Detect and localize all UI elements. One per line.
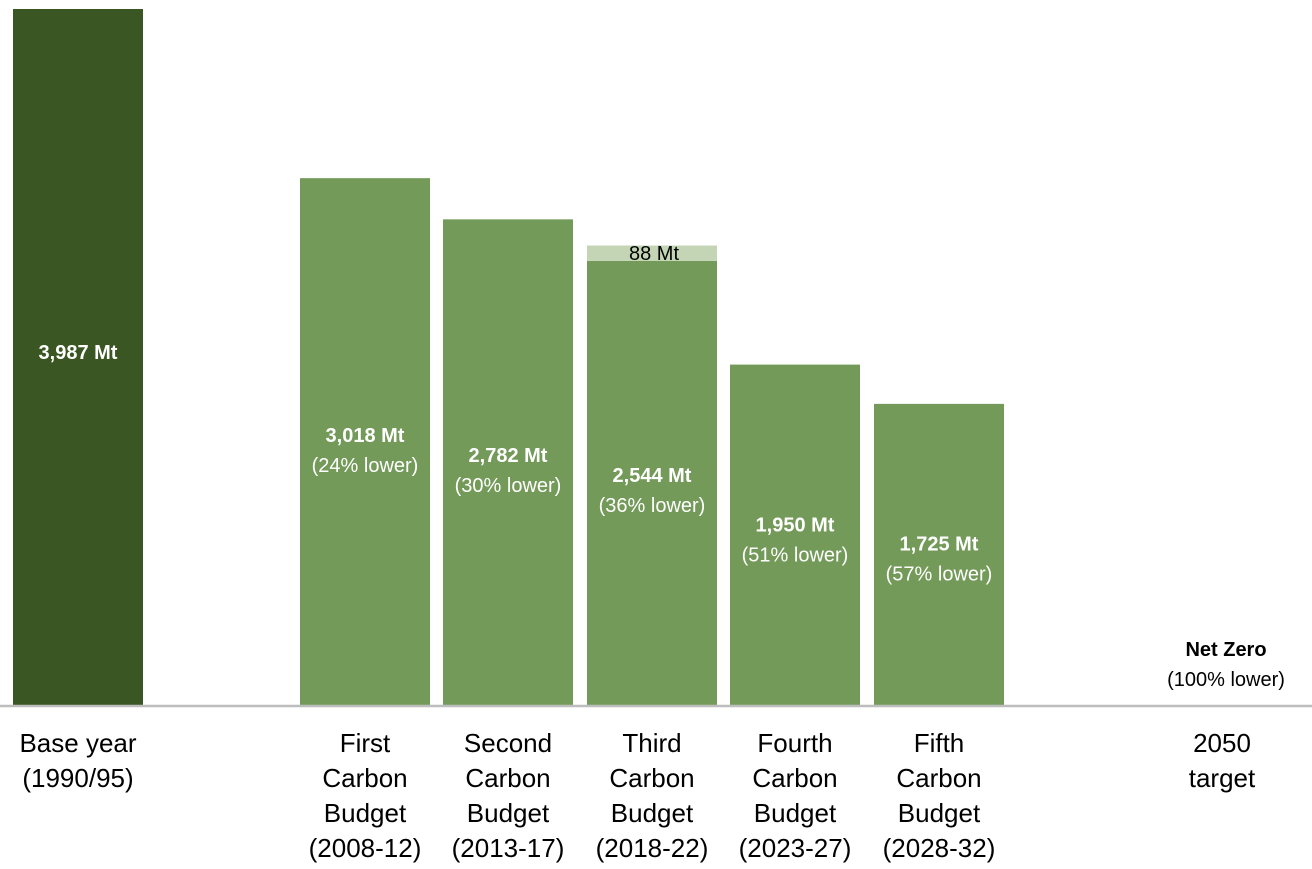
bar-value-label: 2,782 Mt [469, 445, 548, 467]
category-label-third-carbon-budget-2018-22: Third [622, 728, 681, 758]
bars-layer [13, 9, 1004, 706]
category-label-base-year-1990-95: Base year [19, 728, 136, 758]
category-label-second-carbon-budget-2013-17: Second [464, 728, 552, 758]
category-label-fifth-carbon-budget-2028-32: Carbon [896, 763, 981, 793]
category-label-third-carbon-budget-2018-22: Carbon [609, 763, 694, 793]
bar-change-label: (24% lower) [312, 455, 419, 477]
bar-second-carbon-budget-2013-17 [443, 219, 573, 706]
category-label-first-carbon-budget-2008-12: First [340, 728, 391, 758]
bar-value-labels: 3,987 Mt 3,018 Mt (24% lower) 2,782 Mt (30% … [39, 243, 1285, 691]
bar-value-label: 1,950 Mt [756, 515, 835, 537]
bar-first-carbon-budget-2008-12 [300, 178, 430, 705]
bar-change-label: (57% lower) [886, 563, 993, 585]
category-label-fifth-carbon-budget-2028-32: (2028-32) [883, 833, 996, 863]
category-label-first-carbon-budget-2008-12: Budget [324, 798, 407, 828]
category-label-second-carbon-budget-2013-17: (2013-17) [452, 833, 565, 863]
target-change-label: (100% lower) [1167, 669, 1285, 691]
extra-segment-label: 88 Mt [629, 243, 679, 265]
bar-third-carbon-budget-2018-22 [587, 260, 717, 705]
bar-value-label: 1,725 Mt [900, 533, 979, 555]
category-label-fifth-carbon-budget-2028-32: Fifth [914, 728, 965, 758]
category-label-first-carbon-budget-2008-12: Carbon [322, 763, 407, 793]
category-label-first-carbon-budget-2008-12: (2008-12) [309, 833, 422, 863]
bar-fifth-carbon-budget-2028-32 [874, 403, 1004, 705]
category-label-second-carbon-budget-2013-17: Carbon [465, 763, 550, 793]
bar-extra-segment [587, 245, 717, 261]
category-labels: Base year (1990/95) First Carbon Budget (2008… [19, 728, 1256, 863]
target-value-label: Net Zero [1185, 639, 1266, 661]
category-label-2050-target: target [1189, 763, 1256, 793]
category-label-second-carbon-budget-2013-17: Budget [467, 798, 550, 828]
bar-value-label: 2,544 Mt [613, 465, 692, 487]
bar-base-year-1990-95 [13, 9, 143, 705]
bar-change-label: (51% lower) [742, 545, 849, 567]
bar-value-label: 3,018 Mt [326, 425, 405, 447]
category-label-fourth-carbon-budget-2023-27: Carbon [752, 763, 837, 793]
category-label-fourth-carbon-budget-2023-27: (2023-27) [739, 833, 852, 863]
bar-value-label: 3,987 Mt [39, 342, 118, 364]
category-label-third-carbon-budget-2018-22: (2018-22) [596, 833, 709, 863]
category-label-fourth-carbon-budget-2023-27: Budget [754, 798, 837, 828]
bar-fourth-carbon-budget-2023-27 [730, 364, 860, 705]
category-label-2050-target: 2050 [1193, 728, 1251, 758]
category-label-third-carbon-budget-2018-22: Budget [611, 798, 694, 828]
bar-change-label: (30% lower) [455, 475, 562, 497]
bar-change-label: (36% lower) [599, 495, 706, 517]
category-label-fifth-carbon-budget-2028-32: Budget [898, 798, 981, 828]
category-label-fourth-carbon-budget-2023-27: Fourth [757, 728, 832, 758]
category-label-base-year-1990-95: (1990/95) [22, 763, 133, 793]
